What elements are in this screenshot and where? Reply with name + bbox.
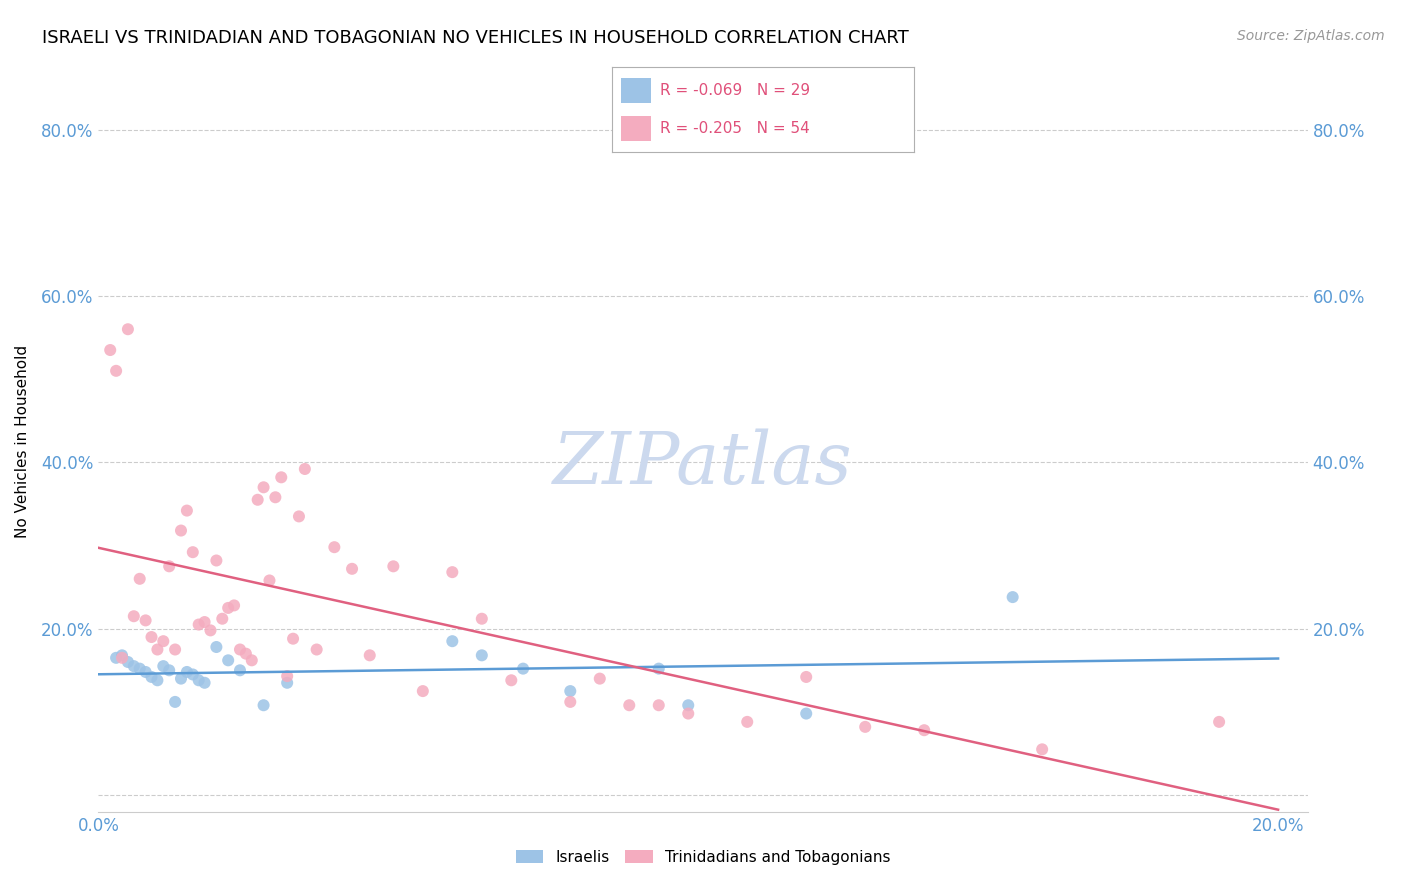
Point bbox=[560, 684, 582, 698]
Point bbox=[252, 698, 274, 713]
Point bbox=[181, 545, 204, 559]
Point bbox=[128, 662, 150, 676]
Point bbox=[1208, 714, 1230, 729]
Point bbox=[240, 653, 263, 667]
Text: ZIPatlas: ZIPatlas bbox=[553, 428, 853, 499]
Point bbox=[281, 632, 304, 646]
Point bbox=[141, 630, 163, 644]
Point bbox=[170, 524, 193, 538]
Point bbox=[323, 540, 346, 554]
FancyBboxPatch shape bbox=[620, 78, 651, 103]
Point bbox=[211, 612, 233, 626]
Point bbox=[412, 684, 434, 698]
Point bbox=[181, 667, 204, 681]
Point bbox=[359, 648, 381, 663]
Point bbox=[152, 634, 174, 648]
Point bbox=[246, 492, 269, 507]
Point bbox=[135, 665, 157, 679]
Point bbox=[122, 609, 145, 624]
Point bbox=[217, 653, 239, 667]
FancyBboxPatch shape bbox=[620, 116, 651, 142]
Point bbox=[176, 503, 198, 517]
Point bbox=[294, 462, 316, 476]
Point bbox=[252, 480, 274, 494]
Point bbox=[111, 648, 134, 663]
Point bbox=[229, 642, 252, 657]
Point bbox=[141, 670, 163, 684]
Text: ISRAELI VS TRINIDADIAN AND TOBAGONIAN NO VEHICLES IN HOUSEHOLD CORRELATION CHART: ISRAELI VS TRINIDADIAN AND TOBAGONIAN NO… bbox=[42, 29, 908, 47]
Point bbox=[288, 509, 311, 524]
Legend: Israelis, Trinidadians and Tobagonians: Israelis, Trinidadians and Tobagonians bbox=[509, 844, 897, 871]
Point bbox=[135, 614, 157, 628]
Point bbox=[170, 672, 193, 686]
Y-axis label: No Vehicles in Household: No Vehicles in Household bbox=[15, 345, 30, 538]
Point bbox=[678, 698, 700, 713]
Point bbox=[264, 490, 287, 504]
Point bbox=[1031, 742, 1053, 756]
Point bbox=[340, 562, 363, 576]
Point bbox=[471, 648, 494, 663]
Point bbox=[678, 706, 700, 721]
Point bbox=[205, 553, 228, 567]
Point bbox=[512, 662, 534, 676]
Point bbox=[105, 364, 128, 378]
Point bbox=[471, 612, 494, 626]
Point bbox=[200, 624, 222, 638]
Point bbox=[229, 663, 252, 677]
Point bbox=[165, 642, 187, 657]
Point bbox=[235, 647, 257, 661]
Point bbox=[794, 706, 817, 721]
Point bbox=[853, 720, 876, 734]
Point bbox=[589, 672, 612, 686]
Point bbox=[205, 640, 228, 654]
Point bbox=[194, 615, 217, 629]
Point bbox=[305, 642, 328, 657]
Point bbox=[187, 617, 209, 632]
Point bbox=[270, 470, 292, 484]
Text: R = -0.069   N = 29: R = -0.069 N = 29 bbox=[659, 83, 810, 98]
Point bbox=[117, 322, 139, 336]
Point bbox=[146, 642, 169, 657]
Point bbox=[648, 698, 671, 713]
Point bbox=[619, 698, 641, 713]
Point bbox=[222, 599, 245, 613]
Point bbox=[382, 559, 405, 574]
Text: Source: ZipAtlas.com: Source: ZipAtlas.com bbox=[1237, 29, 1385, 44]
Point bbox=[157, 663, 180, 677]
Point bbox=[187, 673, 209, 688]
Point bbox=[735, 714, 758, 729]
Point bbox=[912, 723, 935, 738]
Point bbox=[648, 662, 671, 676]
Point bbox=[560, 695, 582, 709]
Point bbox=[128, 572, 150, 586]
Point bbox=[194, 675, 217, 690]
Point bbox=[217, 601, 239, 615]
Text: R = -0.205   N = 54: R = -0.205 N = 54 bbox=[659, 121, 810, 136]
Point bbox=[146, 673, 169, 688]
Point bbox=[165, 695, 187, 709]
Point bbox=[259, 574, 281, 588]
Point bbox=[276, 675, 298, 690]
Point bbox=[441, 565, 464, 579]
Point bbox=[501, 673, 523, 688]
Point bbox=[1001, 590, 1024, 604]
Point bbox=[122, 659, 145, 673]
Point bbox=[117, 655, 139, 669]
Point bbox=[152, 659, 174, 673]
Point bbox=[794, 670, 817, 684]
Point bbox=[111, 650, 134, 665]
Point bbox=[105, 650, 128, 665]
Point bbox=[157, 559, 180, 574]
Point bbox=[276, 669, 298, 683]
Point bbox=[441, 634, 464, 648]
Point bbox=[98, 343, 121, 357]
Point bbox=[176, 665, 198, 679]
